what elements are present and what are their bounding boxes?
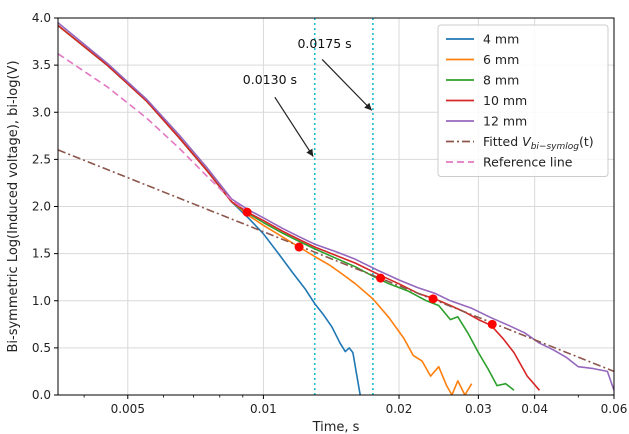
legend: 4 mm 6 mm 8 mm 10 mm 12 mm Fitted Vbi−symlog(…	[437, 24, 609, 177]
x-tick-label: 0.005	[111, 402, 145, 416]
axis-ticks: 0.005 0.01 0.02 0.03 0.04 0.06 0.0 0.5 1.0 1.5 2.0…	[32, 11, 627, 416]
x-tick-label: 0.01	[250, 402, 277, 416]
x-axis-label: Time, s	[312, 420, 360, 434]
y-tick-label: 2.0	[32, 200, 51, 214]
y-tick-label: 1.5	[32, 247, 51, 261]
y-tick-label: 2.5	[32, 152, 51, 166]
x-tick-label: 0.06	[601, 402, 628, 416]
legend-label: Reference line	[483, 155, 573, 170]
legend-box	[437, 24, 609, 177]
annotations: 0.0130 s 0.0175 s	[243, 36, 373, 157]
breakpoint-marker	[242, 207, 252, 217]
series-line-6	[58, 53, 250, 214]
y-tick-label: 0.0	[32, 388, 51, 402]
series-line-4	[58, 22, 614, 391]
y-axis-label: Bi-symmetric Log(Induced voltage), bi-lo…	[6, 60, 21, 352]
y-tick-label: 0.5	[32, 341, 51, 355]
y-tick-label: 4.0	[32, 11, 51, 25]
annotation-arrow	[321, 59, 373, 111]
series-line-5	[58, 149, 614, 373]
breakpoint-markers	[242, 207, 497, 329]
breakpoint-marker	[487, 319, 497, 329]
y-tick-label: 3.0	[32, 105, 51, 119]
legend-label: 10 mm	[483, 93, 527, 108]
legend-label: 4 mm	[483, 32, 519, 47]
legend-label: 12 mm	[483, 114, 527, 129]
breakpoint-marker	[428, 294, 438, 304]
legend-label: 6 mm	[483, 52, 519, 67]
annotation-arrow	[274, 96, 314, 157]
y-tick-label: 1.0	[32, 294, 51, 308]
legend-label: 8 mm	[483, 73, 519, 88]
annotation-label: 0.0175 s	[297, 36, 351, 51]
annotation-label: 0.0130 s	[243, 72, 297, 87]
legend-label: Fitted Vbi−symlog(t)	[483, 134, 594, 152]
y-tick-label: 3.5	[32, 58, 51, 72]
x-tick-label: 0.02	[386, 402, 413, 416]
x-tick-label: 0.04	[521, 402, 548, 416]
breakpoint-marker	[294, 242, 304, 252]
breakpoint-marker	[376, 273, 386, 283]
x-tick-label: 0.03	[465, 402, 492, 416]
